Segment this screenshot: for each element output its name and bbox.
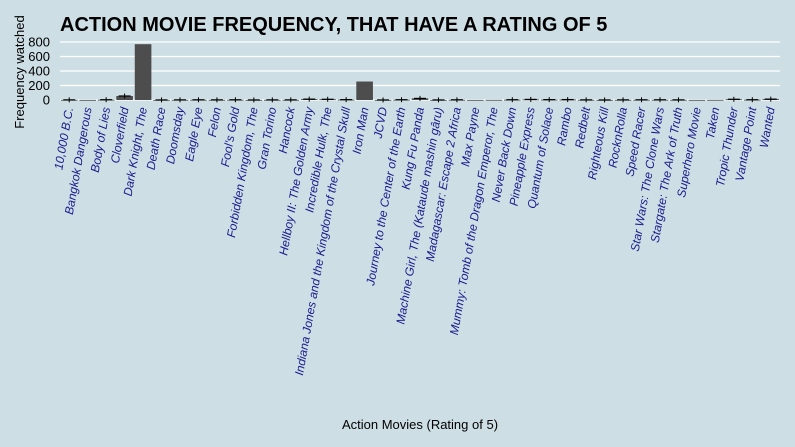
chart-title: ACTION MOVIE FREQUENCY, THAT HAVE A RATI…	[60, 14, 607, 36]
y-tick-label: 200	[28, 78, 50, 93]
error-bar	[247, 97, 260, 103]
x-tick-label: JCVD	[371, 106, 390, 141]
y-tick-label: 600	[28, 49, 50, 64]
error-bar	[377, 97, 390, 103]
error-bar	[340, 97, 353, 103]
error-bar	[210, 97, 223, 103]
error-bars	[63, 93, 777, 103]
error-bar	[506, 97, 519, 103]
bar	[707, 99, 724, 101]
error-bar	[155, 97, 168, 103]
error-bar	[266, 97, 279, 103]
x-tick-label: Journey to the Center of the Earth	[363, 106, 408, 288]
y-tick-label: 800	[28, 35, 50, 50]
x-tick-label: Taken	[703, 106, 722, 141]
x-tick-label: Felon	[205, 106, 224, 138]
error-bar	[617, 97, 630, 103]
error-bar	[432, 97, 445, 103]
error-bar	[635, 97, 648, 103]
bar	[79, 99, 96, 101]
error-bar	[746, 97, 759, 103]
x-axis-title: Action Movies (Rating of 5)	[342, 417, 498, 432]
error-bar	[174, 97, 186, 103]
y-tick-label: 0	[43, 93, 50, 108]
x-tick-label: Wanted	[757, 106, 778, 149]
error-bar	[543, 97, 556, 103]
bar	[467, 99, 484, 101]
y-tick-label: 400	[28, 64, 50, 79]
error-bar	[524, 96, 537, 102]
error-bar	[598, 97, 611, 103]
error-bar	[764, 96, 777, 102]
bar	[688, 99, 706, 101]
error-bar	[284, 97, 297, 103]
x-tick-label: Rambo	[554, 106, 575, 147]
grid-lines	[60, 41, 780, 101]
x-tick-label: Iron Man	[350, 106, 372, 155]
error-bar	[100, 97, 113, 103]
error-bar	[654, 97, 666, 103]
error-bar	[229, 97, 242, 103]
bar	[356, 81, 373, 100]
bar	[485, 99, 503, 101]
error-bar	[118, 93, 131, 99]
error-bar	[727, 96, 740, 102]
error-bar	[63, 97, 76, 103]
error-bar	[414, 95, 426, 101]
x-tick-label: Redbelt	[572, 105, 593, 149]
error-bar	[303, 96, 316, 102]
bars	[60, 44, 780, 101]
error-bar	[561, 97, 574, 103]
error-bar	[395, 97, 408, 103]
error-bar	[192, 97, 205, 103]
error-bar	[580, 97, 593, 103]
error-bar	[321, 96, 334, 102]
y-axis-title: Frequency watched	[12, 15, 27, 128]
bar	[134, 44, 152, 100]
error-bar	[450, 97, 463, 103]
error-bar	[672, 97, 685, 103]
